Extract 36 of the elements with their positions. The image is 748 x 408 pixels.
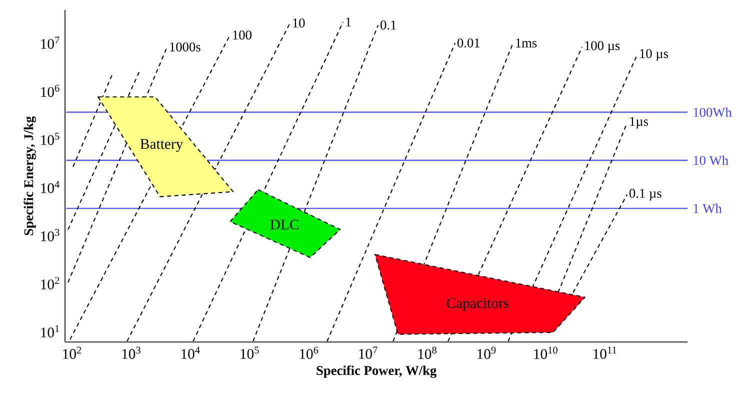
y-tick-label: 10$^{1}$ — [41, 325, 60, 338]
x-tick-label: 10$^{9}$ — [478, 346, 496, 359]
series-label: 0.1 — [380, 20, 396, 30]
series-label: 1 — [346, 18, 351, 26]
series-label: 1ms — [516, 38, 537, 48]
series-label: Battery — [140, 139, 184, 152]
x-tick-label: 10$^{7}$ — [359, 346, 378, 359]
y-tick-label: 10$^{4}$ — [41, 180, 60, 194]
series-label: 0.01 — [457, 38, 480, 48]
y-tick-label: 10$^{5}$ — [41, 132, 60, 146]
ref-line-label: 10 Wh — [694, 156, 728, 166]
x-tick-label: 10$^{3}$ — [122, 346, 140, 359]
series-label: 1000s — [170, 42, 200, 52]
series-label: DLC — [270, 220, 298, 230]
ref-line-label: 1 Wh — [694, 204, 722, 214]
y-tick-label: 10$^{3}$ — [41, 229, 60, 242]
y-axis-title: Specific Energy, J/kg — [24, 116, 36, 236]
series-label: 10 µs — [640, 49, 668, 61]
y-tick-label: 10$^{7}$ — [41, 36, 60, 49]
series-label: 1µs — [630, 116, 648, 129]
x-axis-title: Specific Power, W/kg — [316, 365, 437, 378]
x-tick-label: 10$^{2}$ — [63, 346, 82, 359]
x-tick-label: 10$^{11}$ — [594, 346, 616, 359]
series-label: 10 — [293, 18, 305, 28]
x-tick-label: 10$^{10}$ — [534, 346, 558, 359]
x-tick-label: 10$^{6}$ — [300, 346, 318, 359]
x-tick-label: 10$^{4}$ — [182, 346, 200, 359]
series-label: 100 — [233, 30, 252, 40]
y-tick-label: 10$^{6}$ — [41, 84, 60, 97]
series-label: 100 µs — [585, 41, 620, 53]
ref-line-label: 100Wh — [694, 107, 732, 117]
y-tick-label: 10$^{2}$ — [41, 277, 60, 290]
series-label: 0.1 µs — [629, 188, 662, 201]
x-tick-label: 10$^{8}$ — [418, 346, 436, 359]
x-tick-label: 10$^{5}$ — [240, 346, 259, 359]
series-label: Capacitors — [446, 298, 509, 312]
